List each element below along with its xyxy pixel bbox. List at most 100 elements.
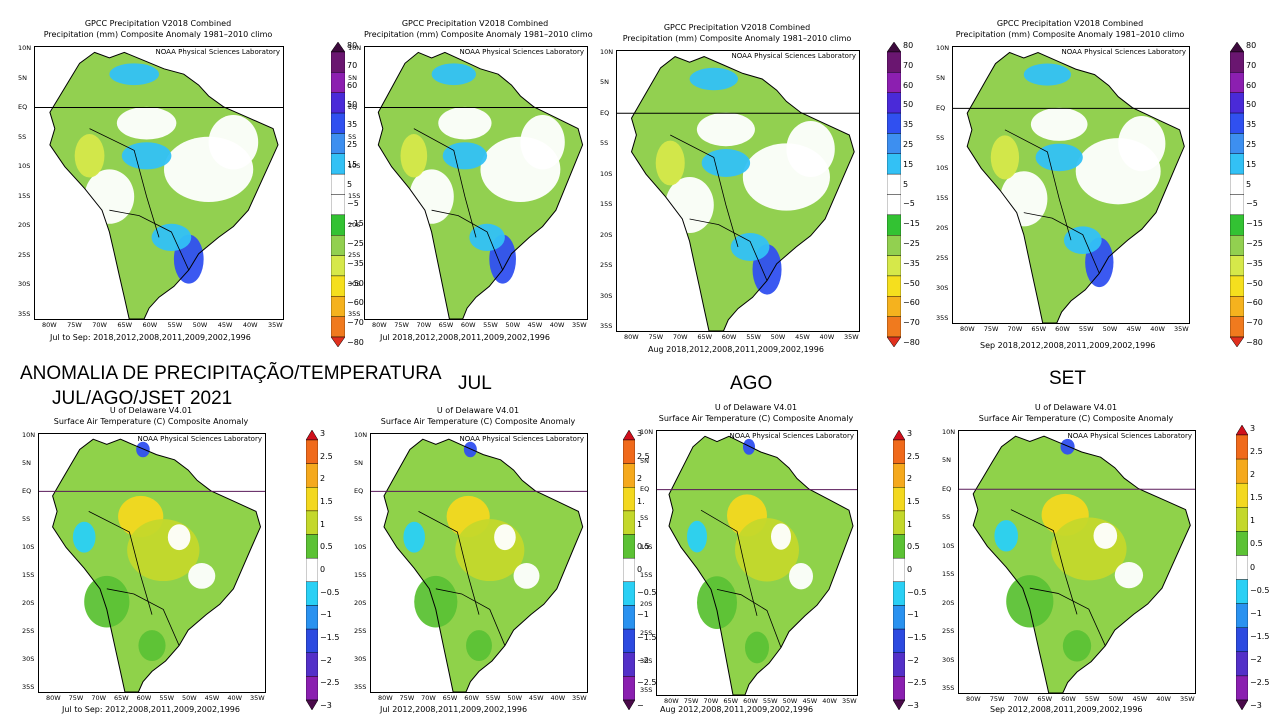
lat-tick-label: 5S bbox=[942, 513, 951, 522]
anomaly-region bbox=[1023, 63, 1071, 86]
colorbar-label: 0 bbox=[320, 565, 326, 574]
lat-tick-label: 5N bbox=[348, 73, 357, 82]
coastline bbox=[668, 435, 854, 695]
anomaly-region bbox=[1030, 107, 1088, 141]
anomaly-region bbox=[403, 521, 425, 553]
precip-map-svg bbox=[365, 51, 587, 319]
lat-tick-label: 20S bbox=[936, 224, 949, 232]
colorbar-label: −50 bbox=[1246, 278, 1263, 288]
month-label-jul: JUL bbox=[458, 373, 492, 394]
colorbar-segment bbox=[330, 275, 346, 297]
colorbar-segment bbox=[1229, 296, 1245, 317]
lon-tick-label: 50W bbox=[770, 333, 786, 341]
colorbar-segment bbox=[886, 133, 902, 154]
lon-tick-label: 80W bbox=[966, 695, 981, 703]
anomaly-region bbox=[109, 63, 159, 86]
colorbar-label: −2.5 bbox=[907, 678, 927, 688]
colorbar-segment bbox=[330, 235, 346, 256]
colorbar-label: 35 bbox=[903, 120, 914, 130]
lon-tick-label: 35W bbox=[250, 694, 265, 702]
colorbar-segment bbox=[1229, 133, 1245, 154]
colorbar-label: 0 bbox=[1250, 562, 1256, 572]
lon-tick-label: 35W bbox=[844, 333, 859, 341]
colorbar-label: 2 bbox=[907, 474, 913, 484]
colorbar-label: −2 bbox=[907, 655, 919, 665]
lat-tick-label: 15S bbox=[22, 571, 35, 579]
credit-label: NOAA Physical Sciences Laboratory bbox=[731, 52, 856, 60]
colorbar-label: 2.5 bbox=[1250, 447, 1263, 457]
colorbar-segment bbox=[886, 214, 902, 236]
lat-tick-label: 10N bbox=[942, 428, 956, 436]
colorbar-segment bbox=[1229, 255, 1245, 277]
anomaly-region bbox=[400, 134, 428, 178]
colorbar-segment bbox=[1235, 651, 1249, 677]
lat-tick-label: 5S bbox=[354, 515, 363, 523]
anomaly-region bbox=[463, 441, 477, 458]
lon-tick-label: 55W bbox=[1084, 695, 1100, 703]
colorbar-arrow-top bbox=[305, 429, 319, 441]
colorbar-segment bbox=[1229, 275, 1245, 297]
lon-tick-label: 45W bbox=[795, 333, 810, 341]
colorbar-label: 50 bbox=[347, 100, 358, 110]
anomaly-region bbox=[121, 142, 172, 170]
colorbar-segment bbox=[892, 534, 906, 559]
colorbar-segment bbox=[1235, 675, 1249, 701]
anomaly-region bbox=[1051, 517, 1127, 581]
lat-tick-label: 5N bbox=[936, 74, 945, 82]
panel-subtitle: Surface Air Temperature (C) Composite An… bbox=[53, 417, 249, 426]
lat-tick-label: 20S bbox=[22, 599, 35, 607]
lon-tick-label: 50W bbox=[1108, 695, 1124, 703]
panel-title: GPCC Precipitation V2018 Combined bbox=[84, 19, 232, 28]
panel-title: GPCC Precipitation V2018 Combined bbox=[401, 19, 549, 28]
temp-colorbar: 3 2.5 2 1.5 1 0.5 0 −0.5 −1 −1.5 −2 −2.5 −3 bbox=[305, 429, 348, 711]
lat-tick-label: 10N bbox=[640, 428, 654, 436]
anomaly-region bbox=[442, 142, 488, 170]
lon-tick-label: 65W bbox=[1031, 325, 1047, 333]
colorbar-label: −1 bbox=[320, 610, 332, 620]
anomaly-region bbox=[655, 140, 685, 186]
credit-label: NOAA Physical Sciences Laboratory bbox=[1061, 48, 1186, 56]
lat-tick-label: 5S bbox=[348, 132, 357, 141]
lat-tick-label: 30S bbox=[18, 280, 31, 289]
lat-tick-label: 15S bbox=[600, 200, 613, 209]
anomaly-region bbox=[127, 519, 200, 582]
lon-tick-label: 40W bbox=[242, 321, 258, 329]
lat-tick-label: 30S bbox=[640, 657, 653, 666]
lon-tick-label: 40W bbox=[1156, 695, 1171, 703]
colorbar-segment bbox=[886, 194, 902, 216]
panel-title: U of Delaware V4.01 bbox=[1034, 403, 1118, 412]
colorbar-label: −2 bbox=[320, 655, 332, 665]
lon-tick-label: 35W bbox=[268, 321, 283, 329]
precip-map-svg bbox=[617, 56, 859, 331]
lat-tick-label: 25S bbox=[348, 250, 361, 259]
anomaly-region bbox=[696, 112, 755, 147]
lon-tick-label: 45W bbox=[528, 694, 544, 702]
temp-map-0: NOAA Physical Sciences Laboratory bbox=[38, 433, 266, 693]
colorbar-segment bbox=[1229, 153, 1245, 175]
lat-tick-label: EQ bbox=[18, 103, 28, 112]
country-border bbox=[700, 509, 758, 616]
anomaly-region bbox=[208, 115, 259, 170]
colorbar-segment bbox=[305, 439, 319, 464]
colorbar-label: −70 bbox=[903, 318, 920, 328]
panel-footer: Aug 2018,2012,2008,2011,2009,2002,1996 bbox=[648, 345, 824, 354]
lon-tick-label: 60W bbox=[464, 694, 479, 702]
country-border bbox=[1004, 129, 1072, 241]
colorbar-label: 0.5 bbox=[907, 542, 920, 552]
lat-tick-label: 25S bbox=[18, 250, 31, 259]
colorbar-segment bbox=[330, 255, 346, 277]
lat-tick-label: 15S bbox=[348, 191, 361, 200]
lat-tick-label: 20S bbox=[348, 221, 361, 230]
lon-tick-label: 75W bbox=[67, 321, 82, 329]
lon-tick-label: 35W bbox=[842, 697, 857, 705]
lat-tick-label: 15S bbox=[942, 570, 955, 579]
colorbar-label: 70 bbox=[903, 60, 914, 70]
colorbar-segment bbox=[886, 235, 902, 256]
lat-tick-label: 30S bbox=[942, 655, 955, 664]
anomaly-region bbox=[1035, 143, 1083, 172]
colorbar-label: −3 bbox=[907, 701, 919, 710]
colorbar-segment bbox=[886, 275, 902, 297]
colorbar-label: 0.5 bbox=[1250, 539, 1263, 549]
precip-map-0: NOAA Physical Sciences Laboratory bbox=[34, 46, 284, 320]
colorbar-arrow-top bbox=[1229, 41, 1245, 53]
